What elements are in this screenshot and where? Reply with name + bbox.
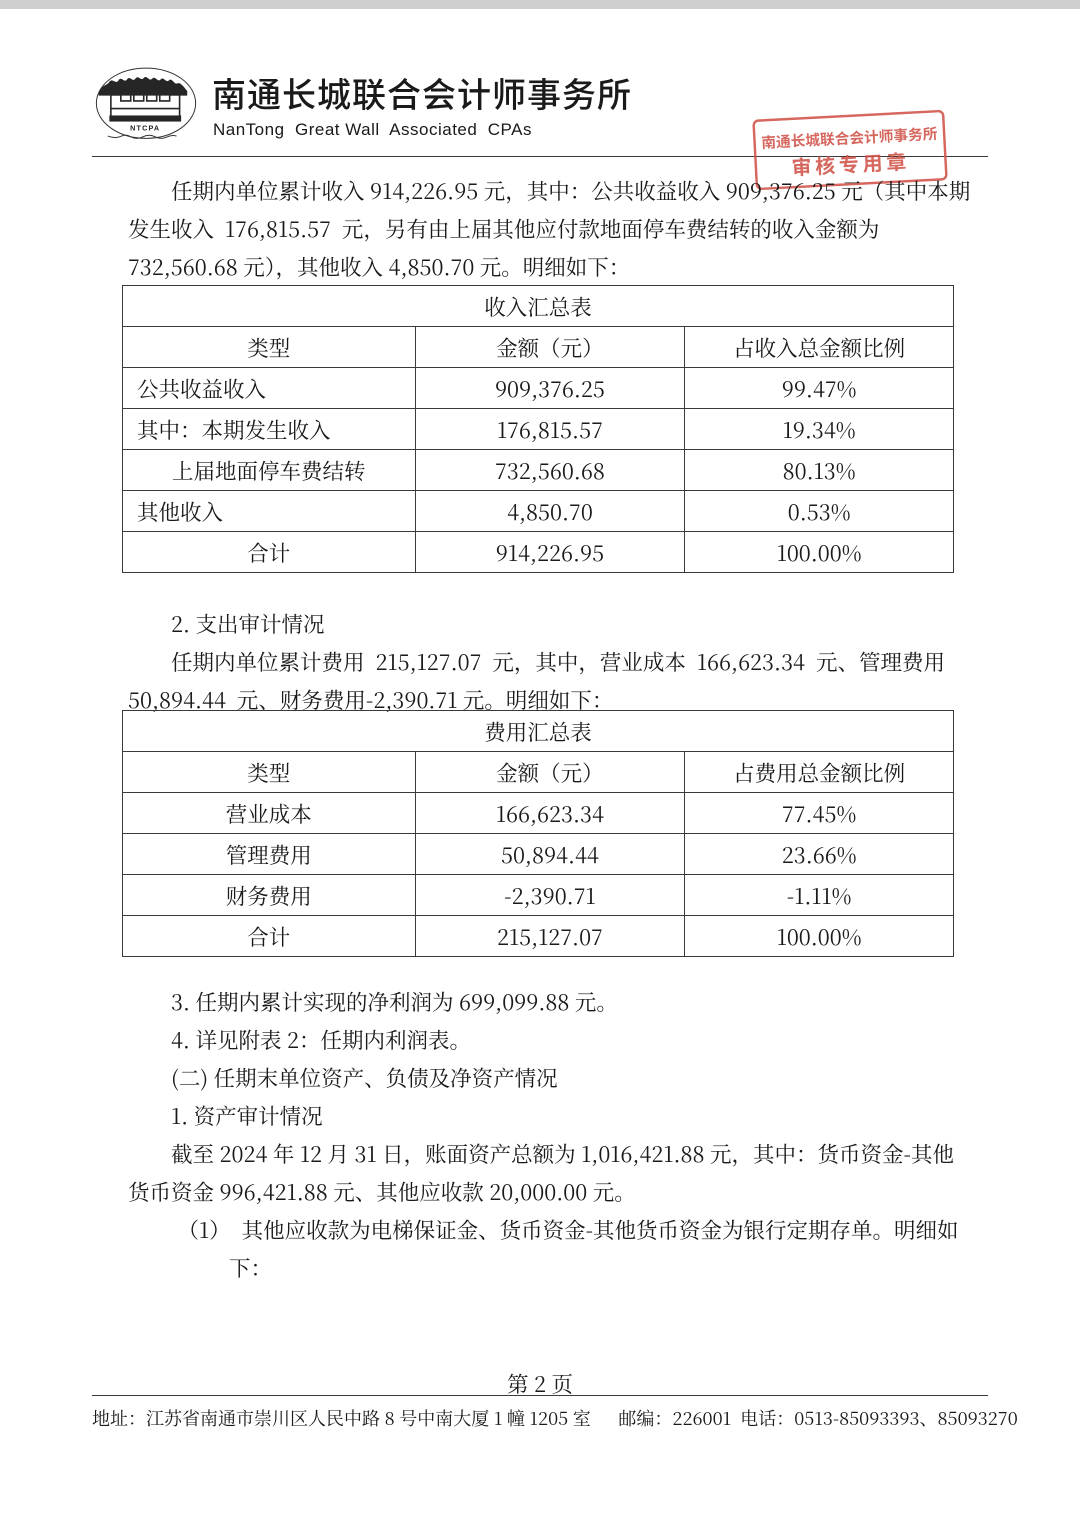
svg-text:NTCPA: NTCPA <box>130 124 160 133</box>
